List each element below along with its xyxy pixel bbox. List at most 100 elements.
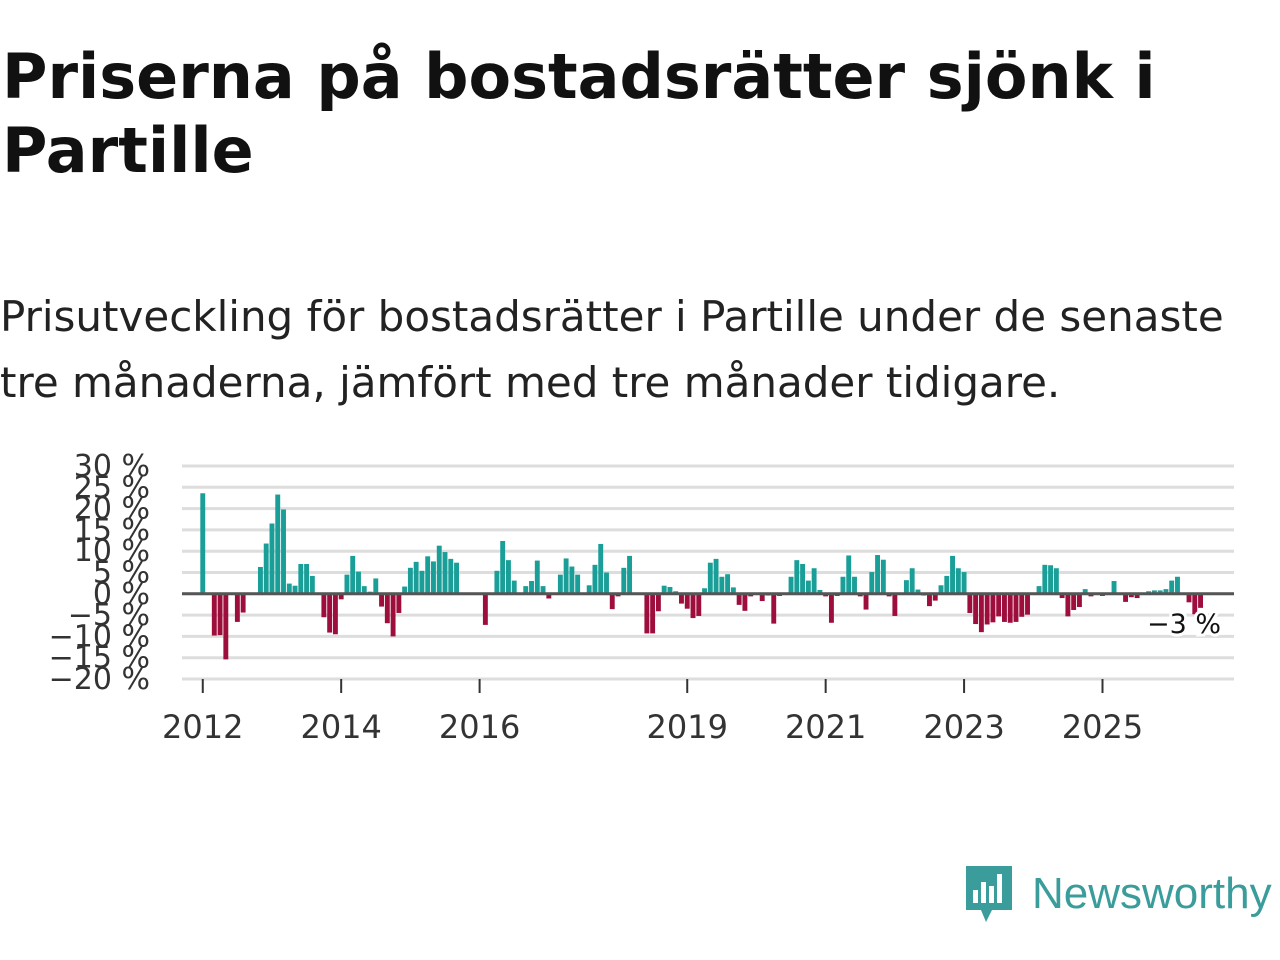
- brand-logo[interactable]: Newsworthy: [964, 864, 1272, 924]
- bar: [684, 593, 690, 609]
- bar: [869, 572, 875, 594]
- bar: [309, 575, 315, 594]
- bar: [1065, 593, 1071, 617]
- bar: [909, 568, 915, 594]
- bar: [719, 576, 725, 594]
- y-tick-label: 30 %: [74, 449, 150, 484]
- bar: [961, 572, 967, 594]
- bar: [540, 586, 546, 594]
- bar: [1002, 593, 1007, 622]
- bar: [875, 555, 881, 594]
- bar: [361, 586, 367, 594]
- bar: [650, 593, 656, 634]
- bar: [915, 589, 921, 594]
- bar: [379, 593, 385, 607]
- bar: [304, 563, 310, 594]
- bar: [927, 593, 932, 607]
- bar: [950, 555, 955, 594]
- y-tick-label: 25 %: [74, 470, 150, 505]
- bar: [1007, 593, 1013, 623]
- bar: [1048, 565, 1054, 594]
- bar: [1111, 581, 1117, 594]
- bar: [223, 593, 229, 660]
- bar: [990, 593, 996, 623]
- bar: [707, 562, 713, 594]
- bar: [396, 593, 402, 613]
- bar: [730, 587, 736, 594]
- bar: [1036, 586, 1042, 594]
- bar: [817, 589, 823, 594]
- y-tick-label: 5 %: [93, 556, 150, 591]
- bar: [332, 593, 338, 635]
- bar: [944, 575, 950, 594]
- bar: [419, 570, 425, 594]
- bar: [788, 576, 794, 594]
- bar: [350, 555, 356, 594]
- bar: [978, 593, 984, 633]
- bar-series: [200, 493, 1203, 660]
- bar: [436, 545, 442, 594]
- x-tick-label: 2014: [300, 708, 381, 746]
- y-tick-label: −10 %: [49, 619, 150, 654]
- bar: [442, 552, 448, 594]
- bar: [627, 555, 633, 594]
- bar: [505, 560, 511, 594]
- bar: [1192, 593, 1198, 615]
- y-tick-label: 0 %: [93, 577, 150, 612]
- bar: [1071, 593, 1077, 610]
- x-tick-label: 2016: [439, 708, 520, 746]
- bar: [984, 593, 990, 625]
- bar: [742, 593, 748, 611]
- bar: [903, 580, 909, 594]
- bar: [425, 556, 431, 594]
- brand-name: Newsworthy: [1032, 869, 1272, 918]
- bar: [563, 558, 569, 594]
- bar: [759, 593, 765, 602]
- bar: [846, 555, 852, 594]
- bar: [725, 574, 731, 594]
- bar: [200, 493, 206, 594]
- bar: [511, 580, 517, 594]
- bar: [338, 593, 344, 600]
- bar: [431, 561, 436, 594]
- bar-chart: 30 %25 %20 %15 %10 %5 %0 %−5 %−10 %−15 %…: [49, 449, 1234, 746]
- bar: [621, 567, 627, 594]
- bar: [413, 561, 419, 594]
- bar: [407, 567, 413, 594]
- bar: [240, 593, 246, 613]
- bar: [1128, 593, 1134, 598]
- bar: [679, 593, 684, 604]
- bar: [356, 571, 361, 594]
- bar: [1053, 568, 1059, 594]
- bar: [257, 566, 263, 594]
- y-axis-labels: 30 %25 %20 %15 %10 %5 %0 %−5 %−10 %−15 %…: [49, 449, 150, 697]
- bar: [569, 566, 575, 594]
- bar: [494, 570, 500, 594]
- y-tick-label: −20 %: [49, 662, 150, 697]
- bar: [1013, 593, 1019, 622]
- x-axis: 2012 2014 2016 2019 2021 2023 2025: [162, 679, 1143, 746]
- bar: [696, 593, 702, 616]
- bar: [644, 593, 650, 634]
- chart-subtitle: Prisutveckling för bostadsrätter i Parti…: [0, 292, 1224, 407]
- bar: [661, 585, 667, 594]
- bar: [575, 574, 581, 594]
- bar: [534, 560, 540, 594]
- last-value-annotation: −3 %: [1144, 606, 1224, 643]
- bar: [967, 593, 973, 613]
- bar: [852, 576, 857, 594]
- bar: [805, 580, 811, 594]
- bar: [655, 593, 661, 612]
- x-tick-label: 2021: [785, 708, 866, 746]
- bar: [736, 593, 742, 605]
- x-tick-label: 2012: [162, 708, 243, 746]
- bar: [955, 568, 961, 594]
- bar: [373, 578, 379, 594]
- bar: [840, 576, 846, 594]
- bar: [448, 558, 454, 594]
- y-tick-label: −15 %: [49, 641, 150, 676]
- bar: [771, 593, 777, 624]
- bar: [234, 593, 240, 622]
- bar: [1042, 564, 1048, 594]
- bar: [863, 593, 869, 610]
